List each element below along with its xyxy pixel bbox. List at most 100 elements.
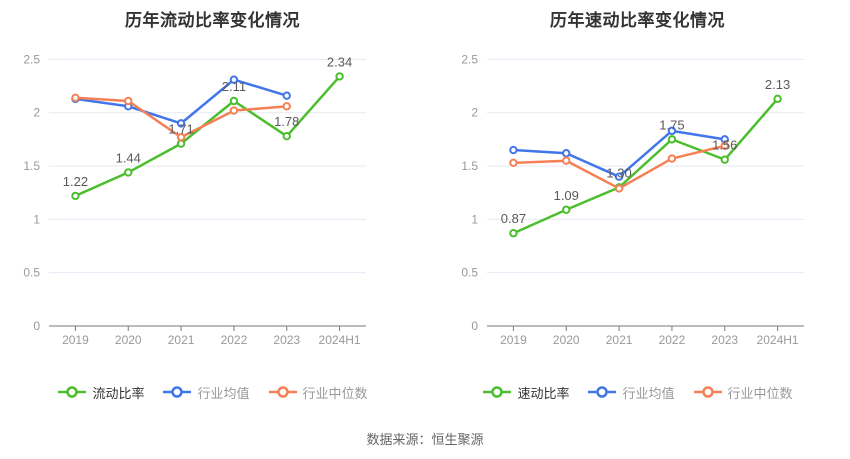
data-point[interactable]	[562, 205, 571, 214]
data-point[interactable]	[562, 156, 571, 165]
series-行业均值	[509, 126, 729, 181]
x-tick-label: 2023	[273, 333, 300, 347]
legend-label: 流动比率	[92, 385, 145, 401]
data-point[interactable]	[509, 145, 518, 155]
series-行业中位数	[509, 141, 729, 193]
y-tick-label: 1	[471, 212, 478, 226]
y-tick-label: 1.5	[461, 159, 478, 173]
legend-label: 速动比率	[517, 385, 570, 401]
line-marker-icon	[268, 386, 297, 398]
data-point[interactable]	[124, 168, 133, 177]
y-tick-label: 1	[33, 212, 40, 226]
line-marker-icon	[483, 386, 512, 398]
x-tick-label: 2022	[659, 333, 686, 347]
data-point[interactable]	[509, 158, 518, 168]
series-line	[74, 75, 341, 198]
data-point[interactable]	[773, 94, 782, 104]
data-point-label: 1.56	[712, 138, 737, 153]
y-tick-label: 1.5	[23, 159, 40, 173]
data-point[interactable]	[720, 155, 729, 164]
data-point[interactable]	[614, 172, 624, 181]
x-tick-label: 2022	[221, 333, 248, 347]
y-tick-label: 2	[33, 106, 40, 120]
line-marker-icon	[588, 386, 617, 398]
quick-ratio-chart: 历年速动比率变化情况 0 0.5 1 1.5 2 2.5 2019 2020 2021 2022 2…	[425, 0, 850, 410]
legend-item-industry-average[interactable]: 行业均值	[162, 383, 250, 402]
data-point-label: 0.87	[501, 211, 526, 226]
data-point[interactable]	[282, 102, 291, 111]
data-point-label: 1.78	[274, 114, 299, 129]
plot-area: 0 0.5 1 1.5 2 2.5 2019 2020 2021 2022 2023 2024H1 0.…	[461, 52, 804, 347]
data-point[interactable]	[124, 96, 133, 106]
data-point-label: 1.30	[606, 165, 631, 180]
legend-item-industry-median[interactable]: 行业中位数	[693, 383, 793, 402]
data-point-label: 1.22	[63, 174, 88, 189]
data-point-label: 2.13	[765, 77, 790, 92]
data-point[interactable]	[71, 191, 80, 201]
data-point-label: 1.09	[554, 188, 579, 203]
x-tick-label: 2024H1	[757, 333, 799, 347]
data-source-caption: 数据来源：恒生聚源	[366, 432, 484, 447]
series-流动比率	[71, 72, 344, 201]
y-tick-label: 0.5	[461, 266, 478, 280]
data-point-label: 1.44	[116, 150, 141, 165]
data-point-label: 1.75	[659, 117, 684, 132]
legend-label: 行业均值	[197, 385, 250, 401]
line-marker-icon	[163, 386, 192, 398]
data-point[interactable]	[176, 119, 186, 128]
data-point[interactable]	[667, 126, 677, 136]
series-速动比率	[509, 94, 782, 238]
data-point[interactable]	[720, 141, 729, 150]
legend-item-industry-average[interactable]: 行业均值	[587, 383, 675, 402]
data-point[interactable]	[229, 106, 239, 115]
y-tick-label: 2	[471, 106, 478, 120]
x-tick-label: 2023	[711, 333, 738, 347]
legend-label: 行业中位数	[727, 385, 793, 401]
x-tick-label: 2024H1	[319, 333, 361, 347]
data-point[interactable]	[335, 72, 344, 81]
data-point[interactable]	[667, 154, 677, 163]
current-ratio-chart: 历年流动比率变化情况 0 0.5 1 1.5 2 2.5 2019 2020 2021 2022 2…	[0, 0, 425, 410]
y-tick-label: 0	[33, 319, 40, 333]
chart-title: 历年流动比率变化情况	[125, 11, 300, 30]
line-marker-icon	[693, 386, 722, 398]
line-marker-icon	[58, 386, 87, 398]
data-point[interactable]	[562, 149, 571, 158]
y-tick-label: 0.5	[23, 266, 40, 280]
series-行业均值	[71, 75, 291, 128]
data-point[interactable]	[667, 135, 677, 144]
data-point[interactable]	[71, 93, 80, 102]
legend-label: 行业均值	[622, 385, 675, 401]
data-point[interactable]	[509, 229, 518, 238]
plot-area: 0 0.5 1 1.5 2 2.5 2019 2020 2021 2022 2023 2024H1 1.…	[23, 52, 366, 347]
y-tick-label: 2.5	[461, 52, 478, 66]
legend-label: 行业中位数	[302, 385, 368, 401]
series-line	[74, 78, 288, 125]
x-tick-label: 2019	[500, 333, 527, 347]
legend: 流动比率 行业均值 行业中位数	[0, 382, 425, 402]
series-line	[512, 97, 779, 235]
y-tick-label: 2.5	[23, 52, 40, 66]
data-point[interactable]	[176, 133, 186, 142]
data-point[interactable]	[229, 75, 239, 84]
x-tick-label: 2019	[62, 333, 89, 347]
data-point-label: 2.34	[327, 54, 352, 69]
legend-item-quick-ratio[interactable]: 速动比率	[482, 383, 569, 402]
data-point-label: 1.71	[168, 122, 193, 137]
x-tick-label: 2020	[553, 333, 580, 347]
x-tick-label: 2021	[606, 333, 633, 347]
data-point[interactable]	[282, 91, 291, 100]
data-point[interactable]	[229, 96, 239, 106]
data-point[interactable]	[614, 184, 624, 193]
y-tick-label: 0	[471, 319, 478, 333]
legend: 速动比率 行业均值 行业中位数	[425, 382, 850, 402]
data-point-label: 2.11	[222, 79, 246, 94]
series-行业中位数	[71, 93, 291, 142]
x-tick-label: 2020	[115, 333, 142, 347]
legend-item-current-ratio[interactable]: 流动比率	[57, 383, 144, 402]
chart-title: 历年速动比率变化情况	[550, 11, 725, 30]
x-tick-label: 2021	[168, 333, 195, 347]
legend-item-industry-median[interactable]: 行业中位数	[268, 383, 368, 402]
data-point[interactable]	[282, 131, 291, 141]
